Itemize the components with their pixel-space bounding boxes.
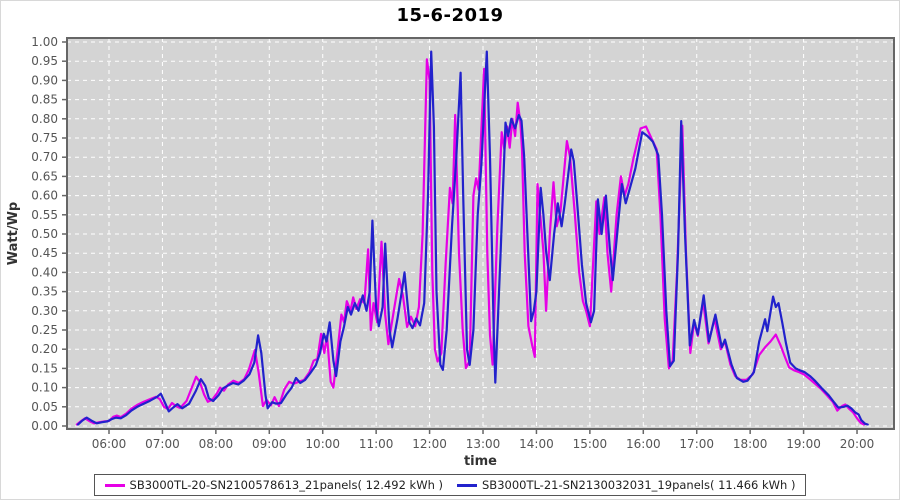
y-tick-label: 0.65 xyxy=(31,169,58,183)
x-tick-label: 18:00 xyxy=(733,437,768,451)
legend-label-series-1: SB3000TL-20-SN2100578613_21panels( 12.49… xyxy=(129,478,443,492)
x-axis-title: time xyxy=(464,454,497,469)
legend-item-series-1: SB3000TL-20-SN2100578613_21panels( 12.49… xyxy=(104,478,443,492)
y-tick-label: 0.45 xyxy=(31,246,58,260)
x-tick-label: 14:00 xyxy=(519,437,554,451)
x-tick-label: 20:00 xyxy=(840,437,875,451)
legend: SB3000TL-20-SN2100578613_21panels( 12.49… xyxy=(1,474,899,496)
y-tick-label: 1.00 xyxy=(31,35,58,49)
y-tick-label: 0.25 xyxy=(31,323,58,337)
legend-swatch-magenta xyxy=(104,483,125,487)
x-tick-label: 07:00 xyxy=(145,437,180,451)
y-tick-label: 0.50 xyxy=(31,227,58,241)
x-tick-label: 11:00 xyxy=(359,437,394,451)
x-tick-label: 19:00 xyxy=(786,437,821,451)
legend-swatch-blue xyxy=(457,483,477,487)
legend-item-series-2: SB3000TL-21-SN2130032031_19panels( 11.46… xyxy=(457,478,795,492)
y-tick-label: 0.00 xyxy=(31,419,58,433)
x-tick-label: 06:00 xyxy=(92,437,127,451)
y-axis-title: Watt/Wp xyxy=(6,202,21,265)
chart-title: 15-6-2019 xyxy=(396,5,504,26)
y-tick-label: 0.20 xyxy=(31,342,58,356)
x-tick-label: 16:00 xyxy=(626,437,661,451)
y-tick-label: 0.60 xyxy=(31,189,58,203)
plot-area xyxy=(67,38,894,429)
y-tick-label: 0.85 xyxy=(31,93,58,107)
x-tick-label: 15:00 xyxy=(573,437,608,451)
x-tick-label: 08:00 xyxy=(199,437,234,451)
y-tick-label: 0.95 xyxy=(31,54,58,68)
x-tick-label: 13:00 xyxy=(466,437,501,451)
y-tick-label: 0.15 xyxy=(31,361,58,375)
legend-box: SB3000TL-20-SN2100578613_21panels( 12.49… xyxy=(93,474,807,496)
y-tick-label: 0.10 xyxy=(31,381,58,395)
y-tick-label: 0.40 xyxy=(31,265,58,279)
y-tick-label: 0.70 xyxy=(31,150,58,164)
series-line-2 xyxy=(76,50,869,426)
y-tick-label: 0.05 xyxy=(31,400,58,414)
legend-label-series-2: SB3000TL-21-SN2130032031_19panels( 11.46… xyxy=(482,478,796,492)
y-tick-label: 0.90 xyxy=(31,73,58,87)
y-tick-label: 0.80 xyxy=(31,112,58,126)
x-tick-label: 09:00 xyxy=(252,437,287,451)
y-tick-label: 0.75 xyxy=(31,131,58,145)
y-tick-label: 0.55 xyxy=(31,208,58,222)
x-tick-label: 10:00 xyxy=(305,437,340,451)
x-tick-label: 17:00 xyxy=(679,437,714,451)
y-tick-label: 0.35 xyxy=(31,285,58,299)
y-tick-label: 0.30 xyxy=(31,304,58,318)
x-tick-label: 12:00 xyxy=(412,437,447,451)
